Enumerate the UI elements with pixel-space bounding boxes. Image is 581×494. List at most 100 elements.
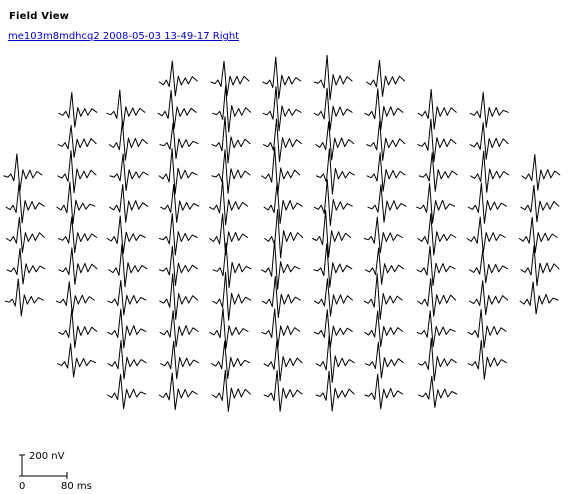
trace-r9-c5	[261, 308, 301, 349]
trace-r7-c9	[416, 245, 456, 286]
trace-r5-c1	[5, 183, 45, 224]
trace-r7-c11	[520, 245, 560, 287]
trace-r11-c4	[263, 370, 303, 412]
trace-r1-c3	[262, 56, 302, 100]
trace-r2-c9	[469, 91, 509, 128]
trace-r3-c9	[469, 122, 509, 160]
trace-r4-c6	[261, 146, 301, 196]
trace-r8-c11	[519, 281, 559, 315]
scale-bar-lines	[19, 454, 68, 479]
trace-r1-c2	[210, 60, 250, 97]
trace-r3-c6	[315, 121, 355, 161]
trace-r6-c2	[58, 216, 98, 254]
trace-r6-c6	[264, 209, 304, 259]
trace-r8-c5	[212, 272, 252, 321]
trace-r7-c10	[469, 249, 509, 284]
trace-r8-c3	[107, 280, 147, 316]
trace-r2-c4	[212, 84, 252, 133]
trace-r4-c5	[211, 149, 251, 194]
trace-r11-c2	[158, 372, 198, 411]
trace-r7-c3	[108, 243, 148, 288]
scale-bar: 200 nV 0 80 ms	[19, 451, 92, 492]
trace-r5-c5	[209, 180, 249, 226]
trace-r4-c7	[315, 148, 355, 195]
trace-r10-c5	[263, 337, 303, 382]
trace-r11-c1	[107, 373, 147, 410]
trace-r6-c7	[312, 209, 352, 258]
trace-r8-c7	[314, 278, 353, 317]
trace-r4-c10	[470, 150, 510, 193]
trace-r9-c2	[107, 308, 147, 349]
trace-r8-c2	[55, 281, 95, 315]
trace-r7-c1	[6, 248, 46, 285]
trace-r1-c4	[313, 54, 353, 101]
trace-r6-c11	[518, 216, 558, 254]
trace-r4-c1	[3, 153, 43, 192]
trace-r10-c9	[467, 339, 507, 380]
trace-r2-c7	[364, 88, 404, 131]
trace-r7-c2	[58, 247, 98, 285]
trace-r2-c5	[262, 86, 302, 132]
trace-r1-c1	[158, 60, 198, 97]
trace-r8-c4	[159, 273, 199, 320]
trace-r5-c3	[109, 184, 149, 223]
trace-r3-c3	[159, 122, 199, 160]
trace-r6-c3	[106, 215, 146, 254]
trace-r1-c5	[366, 59, 405, 97]
trace-r8-c1	[4, 278, 44, 317]
trace-r10-c6	[315, 335, 355, 383]
trace-r2-c1	[58, 92, 98, 128]
trace-r2-c6	[313, 87, 353, 131]
trace-r3-c1	[57, 125, 97, 158]
trace-r5-c9	[416, 182, 456, 224]
trace-r3-c5	[263, 118, 302, 163]
trace-r2-c8	[417, 89, 457, 130]
trace-r11-c7	[418, 375, 458, 408]
amplitude-scale-label: 200 nV	[29, 451, 65, 462]
trace-r9-c6	[313, 309, 353, 348]
trace-r7-c7	[313, 243, 353, 288]
trace-r9-c7	[364, 310, 404, 348]
trace-r5-c11	[520, 184, 560, 223]
trace-r6-c10	[466, 216, 506, 254]
trace-r4-c4	[158, 148, 198, 195]
trace-r7-c6	[261, 240, 301, 290]
trace-r9-c1	[58, 309, 98, 349]
trace-r6-c4	[158, 213, 198, 256]
trace-r11-c5	[315, 370, 355, 412]
time-start-label: 0	[19, 481, 25, 492]
trace-r10-c2	[107, 340, 147, 380]
trace-r6-c8	[363, 216, 403, 254]
trace-r9-c3	[159, 310, 199, 348]
trace-r5-c8	[367, 184, 407, 223]
trace-r3-c2	[108, 120, 148, 161]
trace-r9-c9	[467, 309, 507, 349]
trace-r2-c2	[106, 89, 146, 130]
trace-r3-c8	[417, 118, 457, 163]
trace-r11-c3	[211, 369, 251, 412]
trace-r10-c3	[160, 340, 200, 380]
trace-r5-c7	[313, 179, 353, 227]
trace-r5-c2	[56, 181, 96, 225]
trace-r4-c2	[57, 150, 97, 194]
record-link[interactable]: me103m8mdhcq2 2008-05-03 13-49-17 Right	[8, 31, 240, 42]
trace-r9-c4	[209, 307, 249, 349]
trace-r5-c4	[160, 184, 200, 223]
trace-r10-c8	[417, 337, 457, 382]
trace-r7-c5	[212, 242, 252, 288]
time-end-label: 80 ms	[61, 481, 92, 492]
trace-r5-c6	[263, 182, 303, 224]
trace-r7-c4	[158, 245, 198, 286]
trace-r3-c4	[211, 116, 251, 164]
trace-r6-c5	[209, 213, 249, 256]
trace-r5-c10	[467, 182, 507, 224]
trace-r9-c8	[416, 310, 456, 348]
trace-r11-c6	[364, 373, 404, 410]
page-heading: Field View	[9, 11, 70, 22]
trace-r8-c10	[469, 280, 509, 316]
trace-r4-c8	[366, 152, 406, 192]
trace-r10-c1	[57, 343, 97, 378]
trace-r6-c1	[5, 216, 45, 254]
trace-r4-c3	[109, 153, 149, 192]
